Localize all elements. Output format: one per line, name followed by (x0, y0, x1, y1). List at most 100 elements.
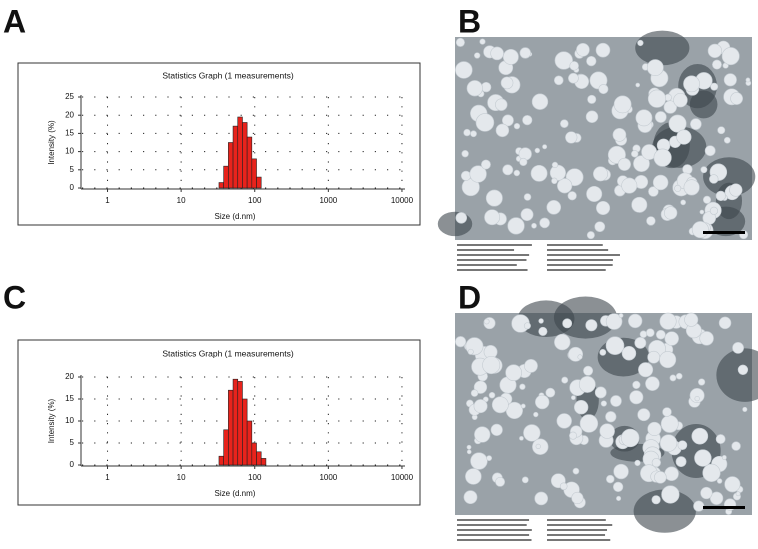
metadata-line (457, 534, 530, 536)
particle (638, 362, 654, 378)
particle (664, 206, 678, 220)
particle (702, 195, 712, 204)
particle (659, 434, 678, 452)
particle (470, 389, 479, 397)
particle (691, 427, 709, 445)
particle (709, 491, 724, 505)
y-tick-label: 20 (65, 110, 74, 119)
particle (519, 383, 526, 390)
particle (662, 407, 672, 417)
particle (605, 336, 625, 355)
particle (562, 318, 573, 329)
particle (502, 48, 519, 65)
particle (495, 98, 508, 111)
particle (539, 217, 550, 229)
particle (634, 459, 641, 467)
particle (709, 174, 719, 184)
particle (694, 396, 700, 402)
x-tick-label: 1000 (319, 473, 337, 482)
x-tick-label: 10 (177, 196, 186, 205)
bar (260, 458, 267, 466)
panel-label: C (3, 279, 26, 315)
particle (491, 396, 509, 414)
particle (730, 92, 743, 105)
particle (483, 318, 490, 325)
chart-title: Statistics Graph (1 measurements) (162, 348, 293, 358)
particle (596, 200, 611, 216)
particle (654, 471, 667, 484)
stain (716, 348, 758, 402)
bar (232, 378, 239, 466)
particle (473, 399, 488, 414)
particle (732, 341, 744, 354)
metadata-line (457, 244, 532, 246)
x-tick-label: 1 (105, 473, 110, 482)
particle (467, 348, 474, 355)
particle (654, 111, 667, 123)
particle (466, 449, 472, 455)
particle (637, 39, 644, 47)
metadata-line (457, 254, 530, 256)
particle (557, 178, 573, 194)
particle (475, 113, 495, 132)
metadata-line (457, 269, 528, 271)
particle (502, 164, 514, 176)
particle (570, 395, 576, 401)
particle (587, 94, 597, 104)
particle (513, 169, 521, 177)
particle (676, 129, 692, 145)
particle (549, 164, 566, 181)
particle (648, 186, 659, 197)
particle (586, 55, 597, 67)
particle (594, 386, 607, 399)
particle (610, 395, 622, 407)
particle (606, 474, 615, 484)
y-tick-label: 5 (70, 438, 75, 447)
bar (237, 116, 243, 189)
particle (488, 391, 496, 399)
particle (461, 150, 469, 158)
particle (677, 440, 688, 450)
metadata-line (547, 519, 606, 521)
particle (659, 312, 677, 330)
particle (737, 364, 749, 375)
particle (463, 128, 471, 137)
particle (664, 466, 679, 482)
particle (523, 322, 531, 330)
particle (651, 458, 661, 468)
particle (745, 77, 751, 83)
panel-label: B (458, 3, 481, 39)
x-tick-label: 10000 (391, 196, 414, 205)
particle (639, 330, 648, 338)
particle (513, 122, 521, 130)
x-tick-label: 100 (248, 196, 262, 205)
particle (691, 221, 709, 239)
particle (507, 217, 525, 235)
metadata-line (457, 519, 530, 521)
particle (455, 37, 465, 47)
particle (530, 164, 548, 182)
particle (554, 51, 573, 70)
particle (551, 177, 558, 185)
particle (659, 351, 677, 369)
particle (655, 329, 666, 340)
particle (646, 216, 656, 226)
particle (683, 75, 700, 93)
y-tick-label: 20 (65, 372, 74, 381)
particle (465, 468, 482, 485)
particle (718, 316, 732, 330)
particle (560, 119, 569, 128)
y-tick-label: 15 (65, 129, 74, 138)
particle (455, 336, 467, 348)
particle (519, 435, 524, 441)
particle (690, 118, 702, 130)
particle (684, 312, 699, 327)
particle (613, 463, 629, 480)
particle (520, 208, 534, 222)
particle (645, 376, 660, 391)
particle (481, 159, 491, 170)
stain (553, 296, 618, 339)
particle (577, 354, 583, 360)
particle (576, 43, 590, 57)
x-tick-label: 10000 (391, 473, 414, 482)
